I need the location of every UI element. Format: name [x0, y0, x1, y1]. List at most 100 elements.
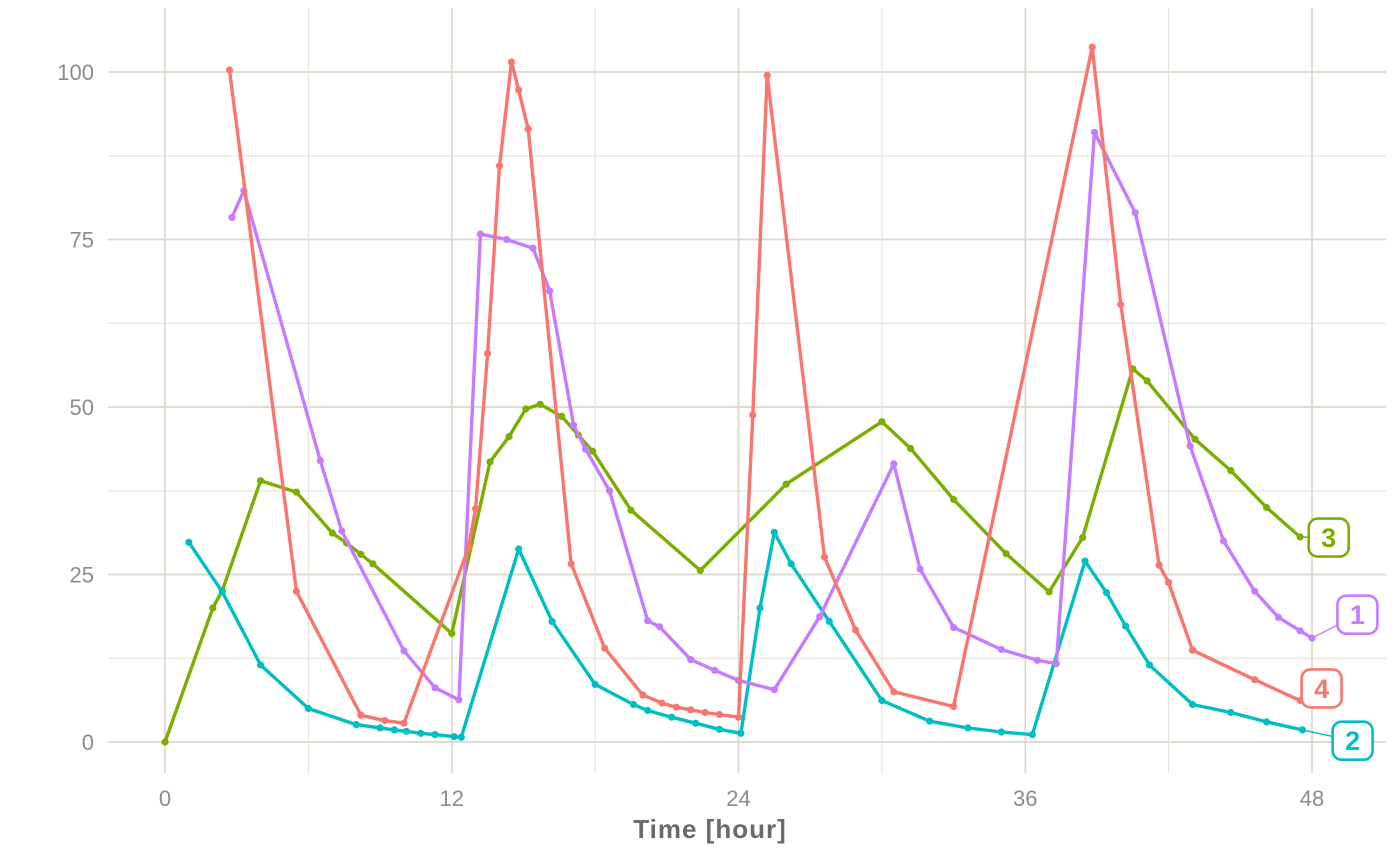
series-point — [715, 710, 724, 719]
series-point — [225, 66, 234, 74]
series-point — [782, 480, 790, 488]
series-point — [515, 545, 523, 553]
series-point — [524, 125, 532, 133]
series-point — [756, 604, 764, 612]
series-point — [381, 717, 389, 725]
series-point — [228, 213, 236, 221]
series-point — [890, 688, 898, 696]
series-point — [529, 244, 537, 252]
series-point — [292, 488, 300, 496]
series-point — [656, 623, 664, 631]
series-point — [486, 458, 494, 466]
label-box — [1307, 517, 1350, 558]
series-point — [1002, 550, 1010, 558]
label-box — [1331, 720, 1374, 762]
series-2 — [185, 528, 1306, 741]
series-point — [816, 613, 824, 621]
series-label-4: 4 — [1299, 668, 1343, 709]
y-tick-label: 25 — [70, 563, 94, 588]
series-4 — [225, 43, 1304, 727]
series-1 — [228, 128, 1316, 704]
label-text: 1 — [1350, 600, 1365, 630]
series-line-3 — [163, 367, 1302, 744]
series-point — [507, 58, 516, 66]
series-point — [402, 727, 410, 735]
series-point — [431, 684, 439, 692]
y-tick-label: 0 — [82, 730, 94, 755]
series-point — [570, 421, 578, 429]
series-point — [1102, 589, 1111, 597]
series-point — [1274, 613, 1283, 622]
series-point — [1251, 587, 1259, 595]
y-tick-label: 100 — [57, 60, 94, 85]
series-point — [1033, 656, 1041, 664]
series-point — [1052, 660, 1060, 668]
series-point — [1045, 588, 1053, 596]
series-point — [515, 86, 523, 94]
series-point — [448, 629, 456, 638]
series-point — [357, 711, 365, 719]
series-line-4 — [227, 45, 1302, 725]
series-point — [1188, 700, 1197, 709]
series-point — [316, 457, 324, 465]
series-point — [522, 405, 530, 413]
series-point — [820, 553, 829, 561]
series-point — [907, 444, 915, 453]
series-point — [672, 703, 681, 711]
series-3 — [161, 365, 1304, 746]
series-point — [644, 617, 652, 625]
series-point — [328, 529, 336, 537]
series-point — [1131, 209, 1139, 217]
series-point — [292, 587, 300, 595]
series-point — [639, 691, 647, 699]
series-point — [997, 645, 1006, 654]
series-point — [257, 661, 265, 669]
series-point — [1079, 534, 1087, 542]
series-point — [495, 162, 504, 170]
series-point — [890, 460, 898, 468]
series-point — [484, 349, 492, 357]
series-point — [711, 666, 719, 674]
series-point — [1263, 503, 1271, 512]
series-point — [950, 623, 958, 632]
series-point — [737, 729, 745, 737]
series-point — [1155, 561, 1163, 569]
series-point — [878, 418, 886, 426]
series-point — [1165, 578, 1173, 587]
series-point — [464, 544, 473, 552]
series-point — [257, 477, 265, 485]
series-point — [964, 724, 972, 732]
series-label-1: 1 — [1311, 594, 1379, 639]
series-point — [548, 617, 556, 626]
series-point — [734, 713, 743, 721]
series-point — [601, 644, 609, 652]
series-point — [1090, 128, 1099, 136]
series-point — [629, 700, 638, 709]
x-tick-label: 0 — [159, 786, 171, 811]
series-point — [691, 719, 700, 727]
series-point — [1188, 646, 1197, 654]
series-point — [431, 731, 439, 739]
label-box — [1336, 594, 1379, 636]
series-point — [400, 647, 408, 655]
series-point — [1122, 622, 1130, 630]
series-point — [390, 726, 398, 734]
series-point — [1296, 627, 1304, 635]
series-point — [357, 550, 365, 559]
series-point — [582, 445, 590, 453]
x-tick-label: 24 — [726, 786, 750, 811]
label-box — [1300, 668, 1343, 709]
series-point — [1145, 661, 1154, 669]
series-point — [852, 626, 860, 634]
series-point — [536, 400, 544, 408]
series-point — [668, 713, 676, 721]
series-point — [209, 604, 217, 612]
series-point — [701, 708, 709, 717]
series-point — [696, 566, 704, 575]
series-point — [644, 706, 652, 715]
series-point — [825, 617, 833, 626]
series-point — [687, 706, 695, 714]
series-point — [1081, 557, 1089, 565]
series-point — [558, 412, 566, 420]
series-point — [400, 719, 408, 727]
